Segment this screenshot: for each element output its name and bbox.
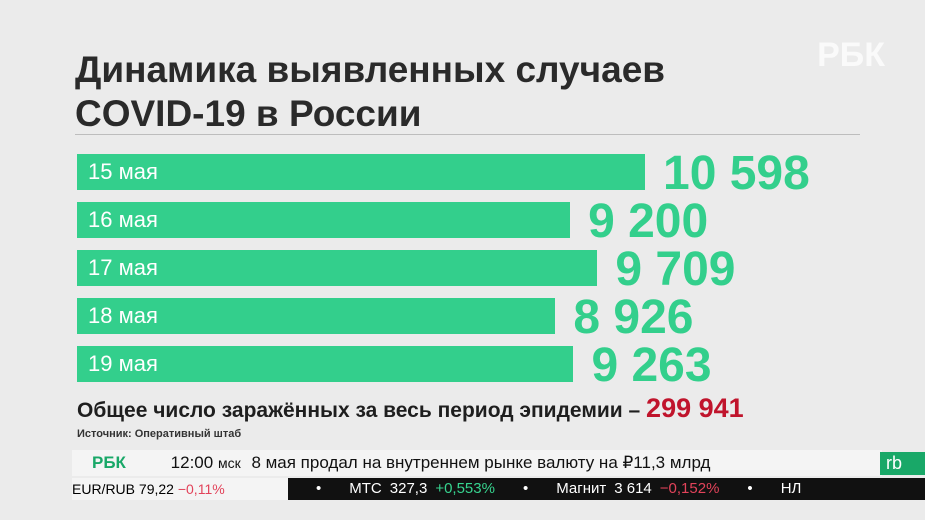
source: Источник: Оперативный штаб	[77, 428, 242, 440]
quote-next: НЛ	[780, 480, 802, 497]
value-label: 9 263	[591, 339, 712, 392]
channel-logo: РБК	[817, 36, 885, 74]
bullet: •	[316, 480, 322, 497]
rate-value: 79,22	[138, 481, 174, 497]
value-label: 8 926	[573, 291, 694, 344]
value-label: 10 598	[663, 147, 810, 200]
bar	[77, 250, 598, 286]
zone: мск	[217, 455, 241, 471]
rate-name: EUR/RUB	[72, 481, 136, 497]
category-label: 18 мая	[88, 303, 158, 328]
ticker-logo: РБК	[92, 453, 126, 472]
quote-name: Магнит	[556, 480, 607, 497]
bullet: •	[522, 480, 529, 497]
bar	[77, 202, 571, 238]
category-label: 16 мая	[88, 207, 158, 232]
value-label: 9 709	[615, 243, 736, 296]
value-label: 9 200	[588, 195, 709, 248]
total-value: 299 941	[646, 393, 744, 423]
bar	[77, 298, 556, 334]
ticker-news: РБК 12:00 мск 8 мая продал на внутреннем…	[72, 450, 882, 476]
quote-change: −0,152%	[659, 480, 720, 497]
separator	[75, 134, 860, 135]
quote-name: МТС	[349, 480, 382, 497]
total-text: Общее число заражённых за весь период эп…	[77, 399, 641, 422]
news: 8 мая продал на внутреннем рынке валюту …	[251, 453, 711, 472]
category-label: 19 мая	[88, 351, 158, 376]
category-label: 15 мая	[88, 159, 158, 184]
bullet: •	[747, 480, 753, 497]
rate-change: −0,11%	[177, 481, 225, 497]
quote-change: +0,553%	[435, 480, 495, 497]
quote-price: 327,3	[389, 480, 428, 497]
ticker-badge: rb	[880, 452, 925, 475]
rate: EUR/RUB 79,22 −0,11%	[72, 478, 288, 500]
bar	[77, 346, 574, 382]
quotes-strip: • МТС 327,3 +0,553% • Магнит 3 614 −0,152% • НЛ	[288, 478, 925, 500]
chart-title: Динамика выявленных случаев COVID-19 в Р…	[75, 49, 666, 134]
category-label: 17 мая	[88, 255, 158, 280]
time: 12:00	[170, 453, 214, 472]
quote-price: 3 614	[614, 480, 652, 497]
bar	[77, 154, 645, 190]
total-line: Общее число заражённых за весь период эп…	[77, 393, 744, 424]
